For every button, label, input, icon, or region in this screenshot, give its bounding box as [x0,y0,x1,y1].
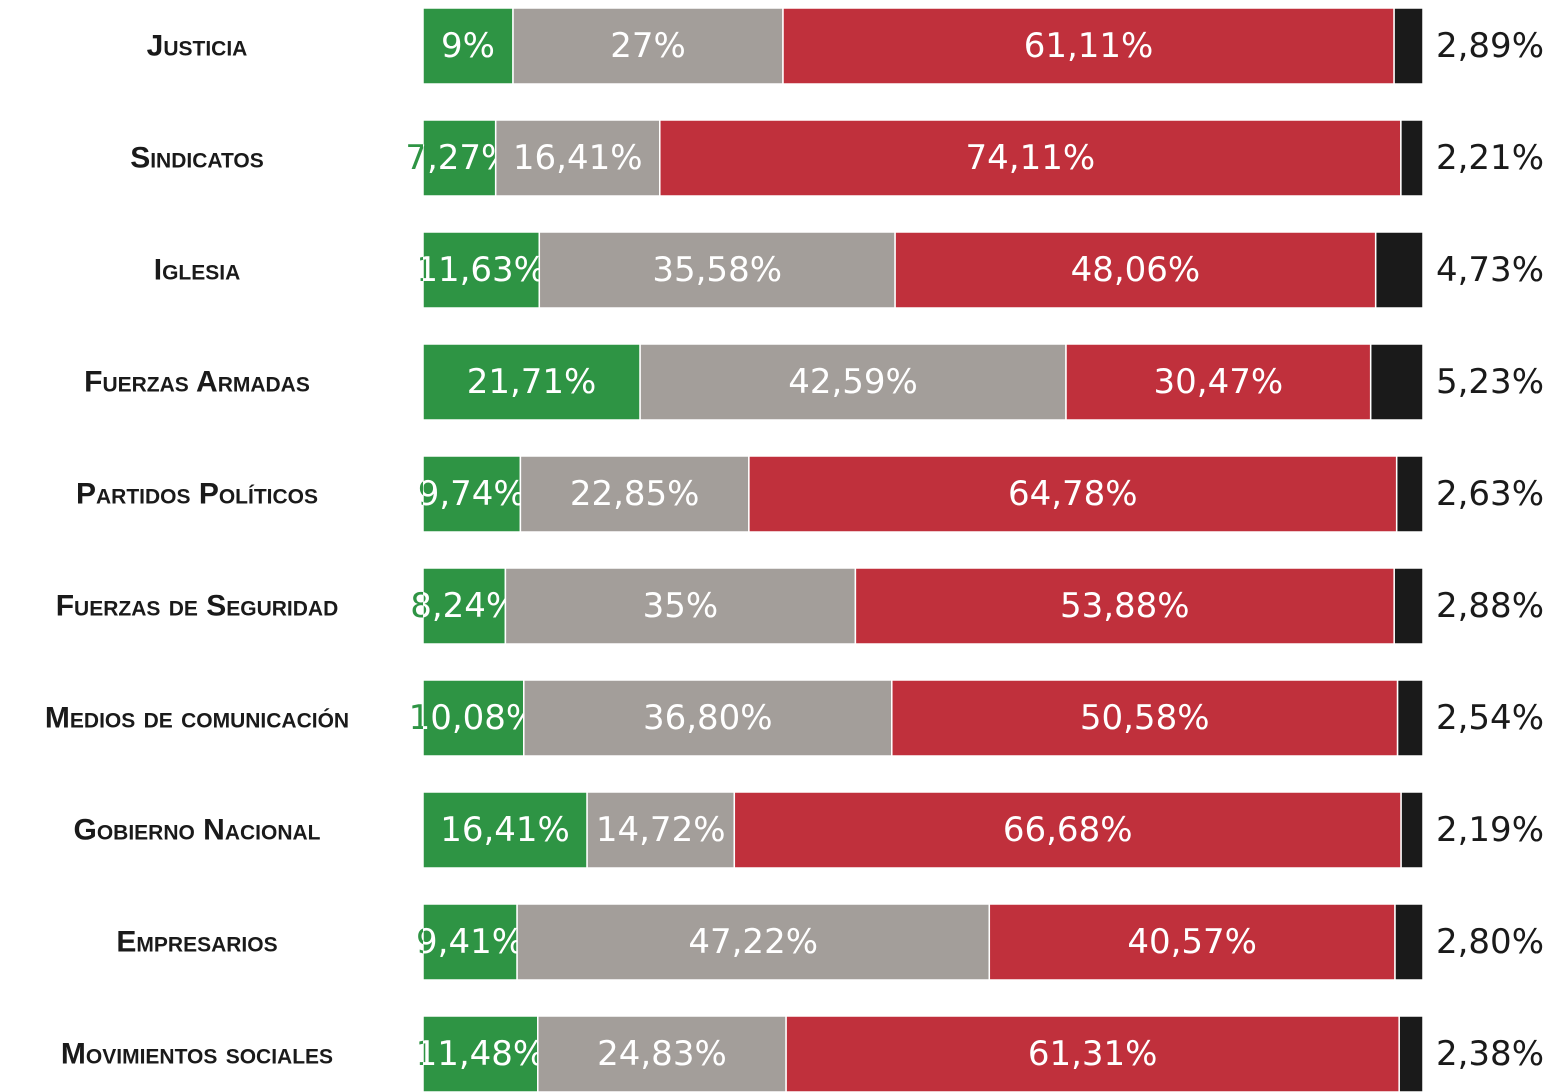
value-label: 5,23% [1436,362,1544,402]
value-label: 16,41% [513,138,643,178]
value-label: 10,08% [409,698,539,738]
bar-segment [854,567,1395,645]
bar-segment [748,455,1398,533]
bar-segment [1398,1015,1424,1092]
category-label: Fuerzas Armadas [84,366,310,399]
value-label: 9,74% [418,474,526,514]
value-label: 50,58% [1080,698,1210,738]
value-label: 9% [441,26,495,66]
bar-segment [782,7,1395,85]
category-label: Sindicatos [130,142,264,175]
value-label: 22,85% [570,474,700,514]
value-label: 9,74% [418,474,526,514]
value-label: 11,48% [416,1034,546,1074]
value-label: 2,38% [1436,1034,1544,1074]
value-label: 9,41% [416,922,524,962]
value-label: 14,72% [596,810,726,850]
bar-segment [516,903,991,981]
bar-segment [1394,903,1424,981]
value-label: 11,63% [416,250,546,290]
value-label: 42,59% [788,362,918,402]
category-label: Gobierno Nacional [73,814,320,847]
value-label: 11,63% [416,250,546,290]
value-label: 8,24% [410,586,518,626]
bar-segment [504,567,857,645]
value-label: 27% [610,26,686,66]
value-label: 2,21% [1436,138,1544,178]
bar-segment [422,791,588,869]
bar-segment [422,903,518,981]
value-label: 2,63% [1436,474,1544,514]
value-label: 35,58% [652,250,782,290]
value-label: 16,41% [440,810,570,850]
category-label: Partidos Políticos [76,478,318,511]
value-label: 9% [441,26,495,66]
bar-segment [1393,567,1424,645]
value-label: 36,80% [643,698,773,738]
value-label: 2,80% [1436,922,1544,962]
bar-segment [422,567,507,645]
value-label: 21,71% [467,362,597,402]
value-label: 64,78% [1008,474,1138,514]
value-label: 2,54% [1436,698,1544,738]
category-label: Justicia [147,30,248,63]
bar-segment [1374,231,1424,309]
bar-segment [422,679,525,757]
bar-segment [586,791,736,869]
bar-segment [1400,791,1424,869]
value-label: 2,19% [1436,810,1544,850]
bar-segment [1400,119,1424,197]
value-label: 7,27% [405,138,513,178]
value-label: 30,47% [1154,362,1284,402]
value-label: 61,31% [1028,1034,1158,1074]
bar-segment [512,7,784,85]
value-label: 16,41% [440,810,570,850]
value-label: 2,88% [1436,586,1544,626]
value-label: 9,41% [416,922,524,962]
value-label: 10,08% [409,698,539,738]
value-label: 35% [643,586,719,626]
value-label: 61,11% [1024,26,1154,66]
value-label: 4,73% [1436,250,1544,290]
value-label: 8,24% [410,586,518,626]
bar-segment [1393,7,1424,85]
bar-segment [422,455,522,533]
value-label: 53,88% [1060,586,1190,626]
value-label: 11,48% [416,1034,546,1074]
bar-segment [733,791,1402,869]
bar-segment [422,1015,539,1092]
bar-segment [1065,343,1372,421]
category-label: Empresarios [116,926,277,959]
bar-segment [1369,343,1424,421]
bar-segment [422,343,641,421]
category-label: Movimientos sociales [61,1038,333,1071]
category-label: Fuerzas de Seguridad [56,590,339,623]
bar-segment [519,455,750,533]
bar-segment [422,231,541,309]
value-label: 66,68% [1003,810,1133,850]
bar-segment [1395,455,1424,533]
bar-segment [523,679,893,757]
value-label: 2,89% [1436,26,1544,66]
value-label: 47,22% [688,922,818,962]
bar-segment [422,119,497,197]
bar-segment [422,7,514,85]
bar-segment [639,343,1067,421]
category-label: Medios de comunicación [45,702,349,735]
value-label: 24,83% [597,1034,727,1074]
value-label: 74,11% [966,138,1096,178]
value-label: 48,06% [1071,250,1201,290]
bar-segment [494,119,661,197]
bar-segment [659,119,1402,197]
bar-segment [894,231,1377,309]
value-label: 40,57% [1127,922,1257,962]
bar-segment [891,679,1399,757]
value-label: 21,71% [467,362,597,402]
bar-segment [1396,679,1424,757]
category-label: Iglesia [154,254,241,287]
